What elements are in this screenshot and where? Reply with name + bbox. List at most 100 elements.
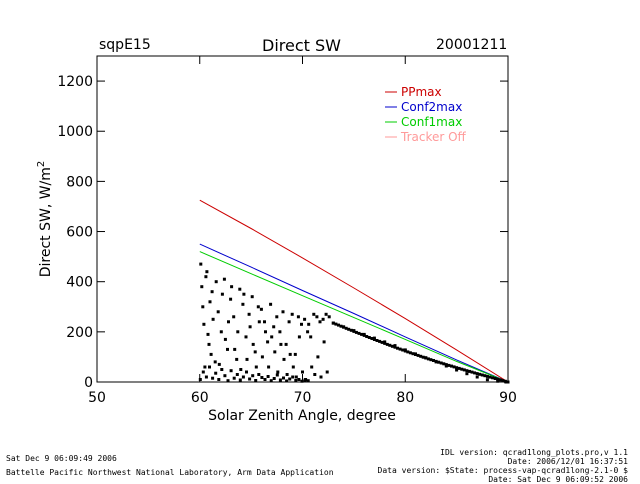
data-point xyxy=(483,374,487,378)
data-point xyxy=(272,325,276,329)
data-point xyxy=(211,317,215,321)
data-point xyxy=(334,322,338,326)
data-point xyxy=(398,347,402,351)
data-point xyxy=(414,353,417,356)
data-point xyxy=(278,330,282,334)
data-point xyxy=(503,379,507,383)
data-point xyxy=(367,336,371,339)
data-point xyxy=(488,375,492,379)
data-point xyxy=(411,352,415,356)
data-point xyxy=(223,337,227,341)
data-point xyxy=(444,363,448,367)
data-point xyxy=(230,285,234,289)
data-point xyxy=(291,375,295,379)
data-point xyxy=(380,340,384,344)
data-point xyxy=(475,372,479,376)
footer-timestamp: Sat Dec 9 06:09:49 2006 xyxy=(6,454,117,463)
chart-title: Direct SW xyxy=(262,36,341,55)
footer-version-info: IDL version: qcrad1long_plots.pro,v 1.1 … xyxy=(378,448,628,484)
series-line-conf2max xyxy=(199,243,509,383)
data-point xyxy=(419,354,423,358)
data-point xyxy=(321,317,325,321)
data-point xyxy=(303,378,307,382)
data-point xyxy=(263,378,267,381)
data-point xyxy=(318,320,322,324)
data-point xyxy=(452,365,456,369)
data-point xyxy=(339,324,343,328)
footer-organization: Battelle Pacific Northwest National Labo… xyxy=(6,468,334,477)
data-point xyxy=(294,379,298,382)
scatter-points xyxy=(198,262,510,384)
data-point xyxy=(210,290,214,294)
data-point xyxy=(408,351,412,355)
data-point xyxy=(257,320,261,324)
data-point xyxy=(219,330,223,334)
data-point xyxy=(357,331,361,335)
data-point xyxy=(434,359,438,363)
data-point xyxy=(406,350,410,354)
data-point xyxy=(227,320,230,324)
data-point xyxy=(251,374,255,378)
x-axis-label: Solar Zenith Angle, degree xyxy=(208,408,396,424)
data-point xyxy=(285,379,289,383)
data-point xyxy=(202,322,206,326)
data-point xyxy=(396,346,399,350)
data-point xyxy=(281,310,285,314)
data-point xyxy=(383,341,387,345)
data-point xyxy=(421,355,425,359)
data-point xyxy=(282,357,286,361)
data-point xyxy=(284,342,288,346)
data-point xyxy=(388,343,392,347)
y-axis-ticks: 0 200 400 600 800 1000 1200 xyxy=(57,74,508,391)
data-point xyxy=(214,371,218,375)
data-point xyxy=(352,329,356,333)
data-point xyxy=(226,347,229,351)
legend-label: Conf1max xyxy=(401,115,462,129)
x-tick-label: 90 xyxy=(499,390,517,406)
data-point xyxy=(319,375,323,379)
data-point xyxy=(301,370,304,374)
data-point xyxy=(250,295,254,299)
data-point xyxy=(260,355,264,359)
data-point xyxy=(493,377,497,380)
data-point xyxy=(315,315,319,319)
data-point xyxy=(429,358,433,362)
data-point xyxy=(242,292,246,296)
y-axis-label-text: Direct SW, W/m xyxy=(38,167,54,277)
data-point xyxy=(447,363,451,367)
data-point xyxy=(273,350,277,354)
data-point xyxy=(198,378,202,381)
data-point xyxy=(324,312,328,316)
data-point xyxy=(203,365,207,369)
x-tick-label: 80 xyxy=(396,390,414,406)
data-point xyxy=(390,344,394,348)
footer-version-line: IDL version: qcrad1long_plots.pro,v 1.1 xyxy=(440,448,628,457)
data-point xyxy=(204,375,208,379)
data-point xyxy=(312,312,316,316)
y-tick-label: 600 xyxy=(66,225,93,241)
data-point xyxy=(322,340,326,344)
data-point xyxy=(241,302,245,306)
data-point xyxy=(455,368,459,372)
data-point xyxy=(344,326,348,330)
data-point xyxy=(475,375,479,379)
data-point xyxy=(293,352,297,356)
data-point xyxy=(260,376,264,379)
data-point xyxy=(297,378,301,381)
data-point xyxy=(424,356,428,360)
data-point xyxy=(279,342,283,346)
data-point xyxy=(253,350,257,354)
data-point xyxy=(229,369,233,373)
data-point xyxy=(306,379,310,383)
data-point xyxy=(416,353,420,357)
data-point xyxy=(275,373,279,377)
data-point xyxy=(207,342,211,346)
data-point xyxy=(248,325,252,329)
data-point xyxy=(235,357,239,361)
data-point xyxy=(226,379,230,383)
data-point xyxy=(297,335,301,339)
legend-label: Tracker Off xyxy=(400,130,467,144)
data-point xyxy=(238,287,242,291)
x-tick-label: 60 xyxy=(191,390,209,406)
